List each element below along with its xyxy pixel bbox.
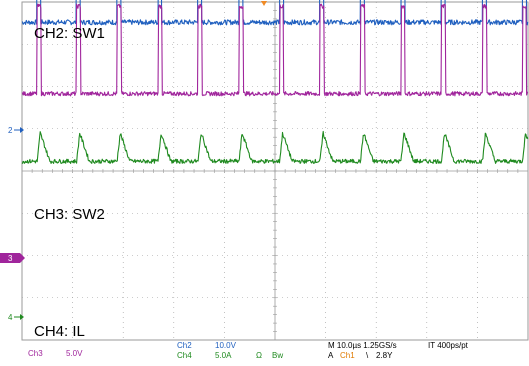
trigger-slope-icon: \ bbox=[366, 351, 369, 360]
ch2-title: CH2: SW1 bbox=[34, 25, 105, 42]
ch2-marker-label: 2 bbox=[8, 126, 13, 135]
ch3-ground-marker: 3 bbox=[0, 253, 25, 263]
ch2-ground-marker: 2 bbox=[8, 126, 24, 135]
trigger-position-marker bbox=[261, 1, 267, 6]
ch4-name: Ch4 bbox=[177, 351, 192, 360]
timebase-readout: M 10.0µs 1.25GS/s bbox=[328, 341, 397, 350]
ch4-impedance-symbol: Ω bbox=[256, 351, 262, 360]
waveform-traces bbox=[21, 0, 529, 164]
ch3-scale: 5.0V bbox=[66, 349, 83, 358]
graticule bbox=[21, 1, 529, 341]
series-line-ch4-il bbox=[21, 130, 529, 164]
ch4-title: CH4: IL bbox=[34, 323, 85, 340]
status-bar: Ch3 5.0V Ch2 10.0V Ch4 5.0A Ω Bw M 10.0µ… bbox=[28, 341, 469, 360]
ch4-bandwidth-limit: Bw bbox=[272, 351, 283, 360]
ch2-scale: 10.0V bbox=[215, 341, 237, 350]
series-line-ch3-sw2 bbox=[21, 3, 529, 97]
ch3-name: Ch3 bbox=[28, 349, 43, 358]
series-line-ch2-sw1 bbox=[21, 0, 529, 26]
trigger-mode: A bbox=[328, 351, 334, 360]
trigger-level: 2.8Y bbox=[376, 351, 393, 360]
trigger-source: Ch1 bbox=[340, 351, 355, 360]
ch3-marker-label: 3 bbox=[8, 254, 13, 263]
record-interval-readout: IT 400ps/pt bbox=[428, 341, 469, 350]
ch4-scale: 5.0A bbox=[215, 351, 232, 360]
ch3-title: CH3: SW2 bbox=[34, 206, 105, 223]
ch4-marker-label: 4 bbox=[8, 313, 13, 322]
ch4-ground-marker: 4 bbox=[8, 313, 24, 322]
ch2-name: Ch2 bbox=[177, 341, 192, 350]
